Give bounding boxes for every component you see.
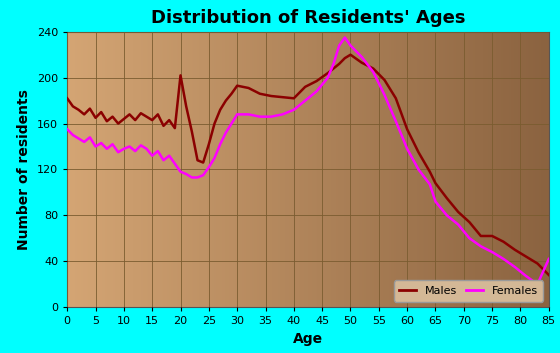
Females	[302, 98, 309, 103]
Males	[160, 124, 167, 128]
Females	[256, 114, 263, 119]
Legend: Males, Females: Males, Females	[394, 280, 543, 301]
Y-axis label: Number of residents: Number of residents	[17, 89, 31, 250]
Males	[313, 79, 320, 83]
Females	[545, 257, 552, 261]
Males	[149, 118, 156, 122]
Females	[534, 282, 541, 286]
Title: Distribution of Residents' Ages: Distribution of Residents' Ages	[151, 10, 465, 28]
Males	[120, 117, 127, 121]
Females	[64, 127, 71, 131]
Males	[171, 126, 178, 130]
Males	[545, 273, 552, 277]
Males	[347, 53, 354, 57]
Females	[466, 236, 473, 240]
X-axis label: Age: Age	[293, 332, 323, 346]
Line: Females: Females	[67, 37, 549, 284]
Males	[177, 73, 184, 77]
Line: Males: Males	[67, 55, 549, 275]
Females	[132, 149, 138, 153]
Females	[342, 35, 348, 40]
Males	[64, 96, 71, 100]
Females	[183, 172, 189, 176]
Females	[143, 146, 150, 151]
